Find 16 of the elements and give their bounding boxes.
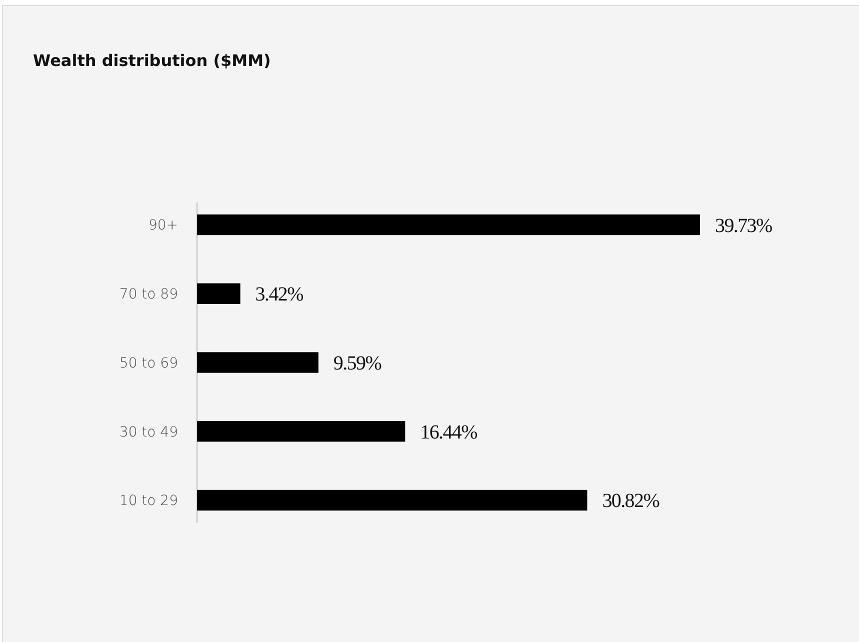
bar [197, 421, 406, 442]
bar [197, 283, 240, 304]
y-tick-label: 70 to 89 [119, 286, 178, 303]
data-label: 9.59% [333, 352, 382, 374]
bar [197, 214, 700, 236]
y-tick-label: 90+ [148, 218, 178, 234]
y-tick-label: 10 to 29 [119, 493, 178, 510]
chart-title: Wealth distribution ($MM) [33, 51, 271, 70]
data-label: 16.44% [420, 421, 478, 444]
y-tick-label: 30 to 49 [119, 424, 178, 440]
data-label: 30.82% [602, 490, 660, 512]
y-tick-label: 50 to 69 [119, 355, 178, 372]
bar [197, 490, 588, 511]
data-label: 39.73% [715, 214, 772, 237]
data-label: 3.42% [255, 284, 304, 306]
bar [197, 352, 318, 373]
